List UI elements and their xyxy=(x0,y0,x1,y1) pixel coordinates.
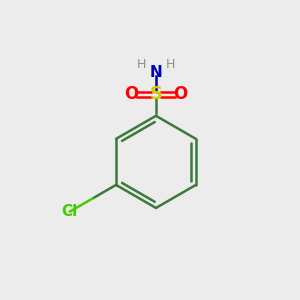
Text: S: S xyxy=(149,85,162,103)
Text: Cl: Cl xyxy=(61,204,78,219)
Text: H: H xyxy=(137,58,146,71)
Text: H: H xyxy=(166,58,175,71)
Text: N: N xyxy=(150,64,162,80)
Text: O: O xyxy=(173,85,188,103)
Text: O: O xyxy=(124,85,139,103)
